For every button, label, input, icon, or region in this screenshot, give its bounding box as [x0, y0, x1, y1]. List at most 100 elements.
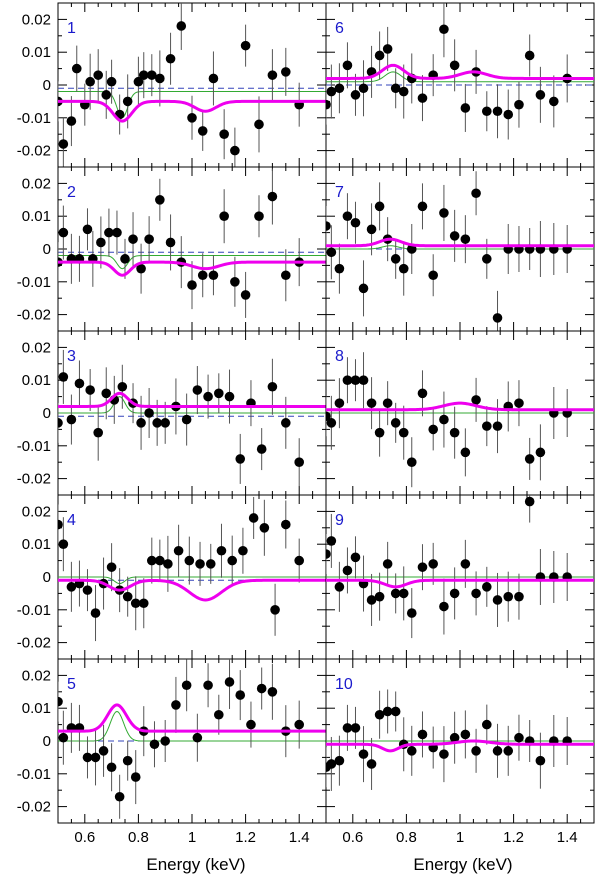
data-point	[460, 234, 471, 244]
data-point	[205, 559, 216, 569]
y-tick-label: -0.02	[17, 471, 51, 488]
data-point	[66, 582, 77, 592]
data-point	[460, 729, 471, 740]
data-point	[155, 555, 165, 566]
data-point	[350, 375, 361, 386]
y-tick-label: -0.02	[17, 143, 51, 160]
data-point	[281, 418, 291, 428]
data-point	[417, 729, 428, 740]
data-point	[326, 86, 337, 97]
data-point	[256, 444, 267, 454]
panel-plot-area	[326, 3, 594, 140]
panel-7: 7	[325, 166, 595, 332]
panel-plot-area	[326, 171, 594, 331]
data-point	[58, 418, 63, 428]
data-point	[439, 749, 449, 759]
y-tick-label: 0.01	[22, 208, 51, 225]
data-point	[74, 378, 85, 389]
data-point	[358, 375, 369, 386]
data-point	[439, 414, 449, 425]
y-tick-label: 0.02	[22, 667, 51, 684]
panel-plot-area	[58, 3, 326, 167]
model-total-line	[326, 63, 594, 80]
y-tick-label: 0.01	[22, 44, 51, 61]
data-point	[208, 270, 219, 281]
data-point	[254, 119, 264, 130]
data-point	[203, 391, 213, 402]
data-point	[492, 313, 503, 323]
data-point	[449, 588, 460, 599]
data-point	[524, 50, 535, 61]
model-total-line	[326, 739, 594, 753]
x-tick-label: 0.6	[74, 829, 95, 846]
data-point	[366, 595, 377, 605]
data-point	[240, 290, 251, 300]
data-point	[439, 208, 449, 218]
panel-4: 0.02 0.01 0 -0.01 -0.02 4	[17, 494, 327, 660]
data-point	[155, 73, 165, 84]
panel-label: 7	[335, 184, 344, 201]
data-point	[449, 732, 460, 743]
model-total-line	[326, 578, 594, 589]
data-point	[326, 247, 337, 258]
data-point	[104, 227, 114, 238]
data-point	[138, 598, 149, 609]
panel-8: 8	[325, 330, 595, 496]
data-point	[406, 746, 417, 756]
data-point	[219, 211, 229, 221]
data-point	[85, 385, 95, 395]
data-point	[471, 588, 481, 599]
data-point	[106, 76, 117, 87]
data-point	[112, 227, 122, 238]
panel-1: 0.02 0.01 0 -0.01 -0.02 1	[17, 2, 327, 168]
data-point	[398, 263, 409, 274]
data-point	[417, 201, 428, 212]
data-point	[535, 447, 546, 458]
data-point	[230, 145, 240, 156]
data-point	[406, 457, 417, 468]
data-point	[66, 116, 77, 126]
data-point	[267, 191, 278, 202]
model-green-line	[58, 255, 326, 270]
model-green-line	[58, 710, 326, 742]
y-tick-label: -0.01	[17, 110, 51, 127]
data-point	[449, 231, 460, 241]
data-point	[417, 388, 428, 399]
data-point	[342, 60, 353, 71]
x-tick-label: 1	[188, 829, 196, 846]
y-tick-label: 0	[43, 241, 51, 258]
y-tick-label: -0.02	[17, 635, 51, 652]
panel-label: 3	[67, 348, 76, 365]
data-point	[492, 595, 503, 605]
x-tick-label: 0.6	[342, 829, 363, 846]
data-point	[138, 70, 149, 80]
data-point	[144, 234, 154, 244]
data-point	[390, 706, 401, 717]
data-point	[259, 523, 270, 533]
y-tick-label: 0.02	[22, 503, 51, 520]
data-point	[130, 598, 141, 609]
panel-plot-area	[326, 689, 594, 791]
data-point	[58, 227, 69, 238]
data-point	[187, 113, 197, 123]
data-point	[117, 381, 128, 392]
data-point	[390, 588, 401, 599]
data-point	[160, 418, 170, 428]
data-point	[147, 70, 157, 80]
data-point	[246, 719, 256, 730]
data-point	[106, 562, 117, 572]
data-point	[471, 188, 481, 199]
data-point	[482, 254, 492, 264]
y-tick-label: -0.02	[17, 799, 51, 816]
data-point	[482, 421, 492, 431]
data-point	[334, 582, 345, 592]
model-green-line	[58, 576, 326, 585]
data-point	[216, 545, 227, 556]
data-point	[514, 99, 524, 110]
data-point	[449, 60, 460, 71]
panel-plot-area	[326, 352, 594, 488]
panel-3: 0.02 0.01 0 -0.01 -0.02 3	[17, 330, 327, 496]
data-point	[71, 63, 82, 74]
data-point	[130, 772, 141, 782]
data-point	[267, 70, 278, 80]
